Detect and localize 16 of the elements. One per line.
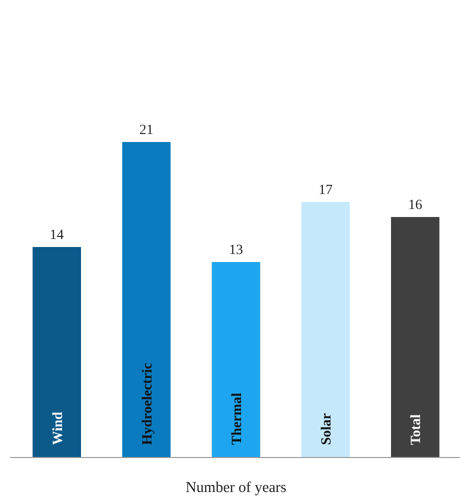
x-tick-label: Thermal: [230, 392, 245, 445]
x-tick-label: Hydroelectric: [140, 362, 156, 445]
bar: [301, 202, 350, 457]
x-axis-title: Number of years: [186, 480, 287, 496]
x-tick-label: Wind: [50, 412, 66, 445]
data-label: 16: [408, 198, 422, 213]
data-label: 21: [139, 123, 154, 138]
data-label: 13: [229, 243, 243, 258]
data-label: 17: [318, 183, 333, 198]
x-tick-label: Solar: [320, 413, 335, 445]
bar: [212, 262, 260, 457]
data-label: 14: [50, 228, 64, 243]
bar: [122, 142, 171, 457]
x-tick-label: Total: [409, 414, 424, 445]
bar: [391, 217, 440, 457]
bar: [32, 247, 81, 457]
